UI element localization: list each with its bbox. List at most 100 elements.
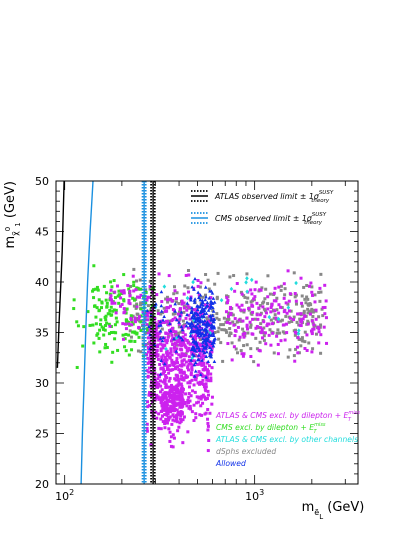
point-cms-excl-by-dilepton-e <box>133 330 137 334</box>
point-dsphs-excluded <box>227 334 231 338</box>
point-allowed <box>158 336 163 340</box>
point-atlas-cms-excl-by-dilepton-e <box>134 288 138 292</box>
point-dsphs-excluded <box>259 322 263 326</box>
point-dsphs-excluded <box>176 331 180 335</box>
point-atlas-cms-excl-by-dilepton-e <box>237 318 241 322</box>
point-atlas-cms-excl-by-dilepton-e <box>317 341 321 345</box>
point-dsphs-excluded <box>246 296 250 300</box>
point-atlas-cms-excl-by-dilepton-e <box>164 359 168 363</box>
point-atlas-cms-excl-by-dilepton-e <box>175 416 179 420</box>
point-atlas-cms-excl-by-dilepton-e <box>276 342 280 346</box>
point-atlas-cms-excl-by-dilepton-e <box>189 373 193 377</box>
point-atlas-cms-excl-by-dilepton-e <box>273 286 277 290</box>
point-dsphs-excluded <box>273 313 277 317</box>
point-atlas-cms-excl-by-dilepton-e <box>202 385 206 389</box>
point-allowed <box>190 285 194 289</box>
point-atlas-cms-excl-by-dilepton-e <box>249 288 253 292</box>
point-allowed <box>189 358 193 362</box>
point-dsphs-excluded <box>164 297 168 301</box>
point-dsphs-excluded <box>249 323 253 327</box>
point-cms-excl-by-dilepton-e <box>148 321 152 325</box>
point-atlas-cms-excl-by-dilepton-e <box>168 351 172 355</box>
point-allowed <box>212 340 216 345</box>
point-atlas-cms-excl-by-dilepton-e <box>254 280 258 284</box>
point-atlas-cms-excl-by-dilepton-e <box>180 302 184 306</box>
point-atlas-cms-excl-by-dilepton-e <box>323 312 327 316</box>
point-atlas-cms-excl-by-dilepton-e <box>173 407 177 411</box>
point-allowed <box>192 353 196 358</box>
point-dsphs-excluded <box>227 312 231 316</box>
point-allowed <box>202 322 207 326</box>
point-atlas-cms-excl-by-dilepton-e <box>170 353 174 357</box>
point-atlas-cms-excl-by-dilepton-e <box>196 400 200 404</box>
point-allowed <box>193 276 197 281</box>
point-dsphs-excluded <box>167 319 171 323</box>
point-allowed <box>209 317 213 322</box>
point-allowed <box>208 339 212 344</box>
point-atlas-cms-excl-by-dilepton-e <box>203 395 207 399</box>
point-dsphs-excluded <box>231 313 235 317</box>
point-atlas-cms-excl-by-dilepton-e <box>173 394 177 398</box>
point-atlas-cms-excl-by-dilepton-e <box>199 348 203 352</box>
point-dsphs-excluded <box>219 341 223 345</box>
point-atlas-cms-excl-by-dilepton-e <box>210 330 214 334</box>
point-allowed <box>202 333 207 337</box>
legend-atlas-cms-excl-by-other-channels: ATLAS & CMS excl. by other channels <box>215 435 358 444</box>
point-atlas-cms-excl-by-dilepton-e <box>275 334 279 338</box>
point-atlas-cms-excl-by-dilepton-e <box>180 384 184 388</box>
point-dsphs-excluded <box>186 286 190 290</box>
point-dsphs-excluded <box>309 303 313 307</box>
point-allowed <box>207 296 212 300</box>
point-atlas-cms-excl-by-dilepton-e <box>287 299 291 303</box>
point-allowed <box>205 321 210 325</box>
point-atlas-cms-excl-by-dilepton-e <box>323 283 327 287</box>
point-cms-excl-by-dilepton-e <box>104 324 108 328</box>
point-cms-excl-by-dilepton-e <box>98 322 102 326</box>
point-atlas-cms-excl-by-dilepton-e <box>192 403 196 407</box>
point-cms-excl-by-dilepton-e <box>107 322 111 326</box>
point-atlas-cms-excl-by-dilepton-e <box>181 331 185 335</box>
point-dsphs-excluded <box>297 351 301 355</box>
point-allowed <box>190 321 194 326</box>
point-atlas-cms-excl-by-dilepton-e <box>184 392 188 396</box>
point-atlas-cms-excl-by-dilepton-e <box>196 284 200 288</box>
point-atlas-cms-excl-by-dilepton-e <box>269 306 273 310</box>
point-atlas-cms-excl-by-other-channels <box>245 276 249 281</box>
point-atlas-cms-excl-by-dilepton-e <box>258 349 262 353</box>
point-atlas-cms-excl-by-dilepton-e <box>274 299 278 303</box>
point-dsphs-excluded <box>219 323 223 327</box>
point-allowed <box>195 312 200 316</box>
point-atlas-cms-excl-by-dilepton-e <box>167 385 171 389</box>
point-atlas-cms-excl-by-dilepton-e <box>255 301 259 305</box>
point-cms-excl-by-dilepton-e <box>108 292 112 296</box>
point-atlas-cms-excl-by-dilepton-e <box>200 382 204 386</box>
point-atlas-cms-excl-by-dilepton-e <box>276 320 280 324</box>
point-cms-excl-by-dilepton-e <box>115 320 119 324</box>
point-allowed <box>206 308 211 312</box>
point-dsphs-excluded <box>258 304 262 308</box>
point-atlas-cms-excl-by-dilepton-e <box>175 408 179 412</box>
point-atlas-cms-excl-by-dilepton-e <box>166 320 170 324</box>
point-atlas-cms-excl-by-other-channels <box>296 331 301 336</box>
point-allowed <box>172 336 176 341</box>
point-atlas-cms-excl-by-dilepton-e <box>174 351 178 355</box>
point-atlas-cms-excl-by-dilepton-e <box>242 308 246 312</box>
point-atlas-cms-excl-by-dilepton-e <box>265 324 269 328</box>
point-cms-excl-by-dilepton-e <box>104 318 108 322</box>
point-atlas-cms-excl-by-dilepton-e <box>318 286 322 290</box>
point-dsphs-excluded <box>262 338 266 342</box>
point-atlas-cms-excl-by-dilepton-e <box>148 285 152 289</box>
point-atlas-cms-excl-by-dilepton-e <box>177 425 181 429</box>
point-atlas-cms-excl-by-dilepton-e <box>164 417 168 421</box>
point-dsphs-excluded <box>211 309 215 313</box>
point-atlas-cms-excl-by-dilepton-e <box>166 335 170 339</box>
point-allowed <box>158 329 163 333</box>
point-cms-excl-by-dilepton-e <box>97 336 101 340</box>
point-cms-excl-by-dilepton-e <box>103 328 107 332</box>
point-atlas-cms-excl-by-dilepton-e <box>130 323 134 327</box>
point-dsphs-excluded <box>306 297 310 301</box>
point-atlas-cms-excl-by-dilepton-e <box>138 295 142 299</box>
point-atlas-cms-excl-by-dilepton-e <box>206 424 210 428</box>
point-atlas-cms-excl-by-dilepton-e <box>149 311 153 315</box>
